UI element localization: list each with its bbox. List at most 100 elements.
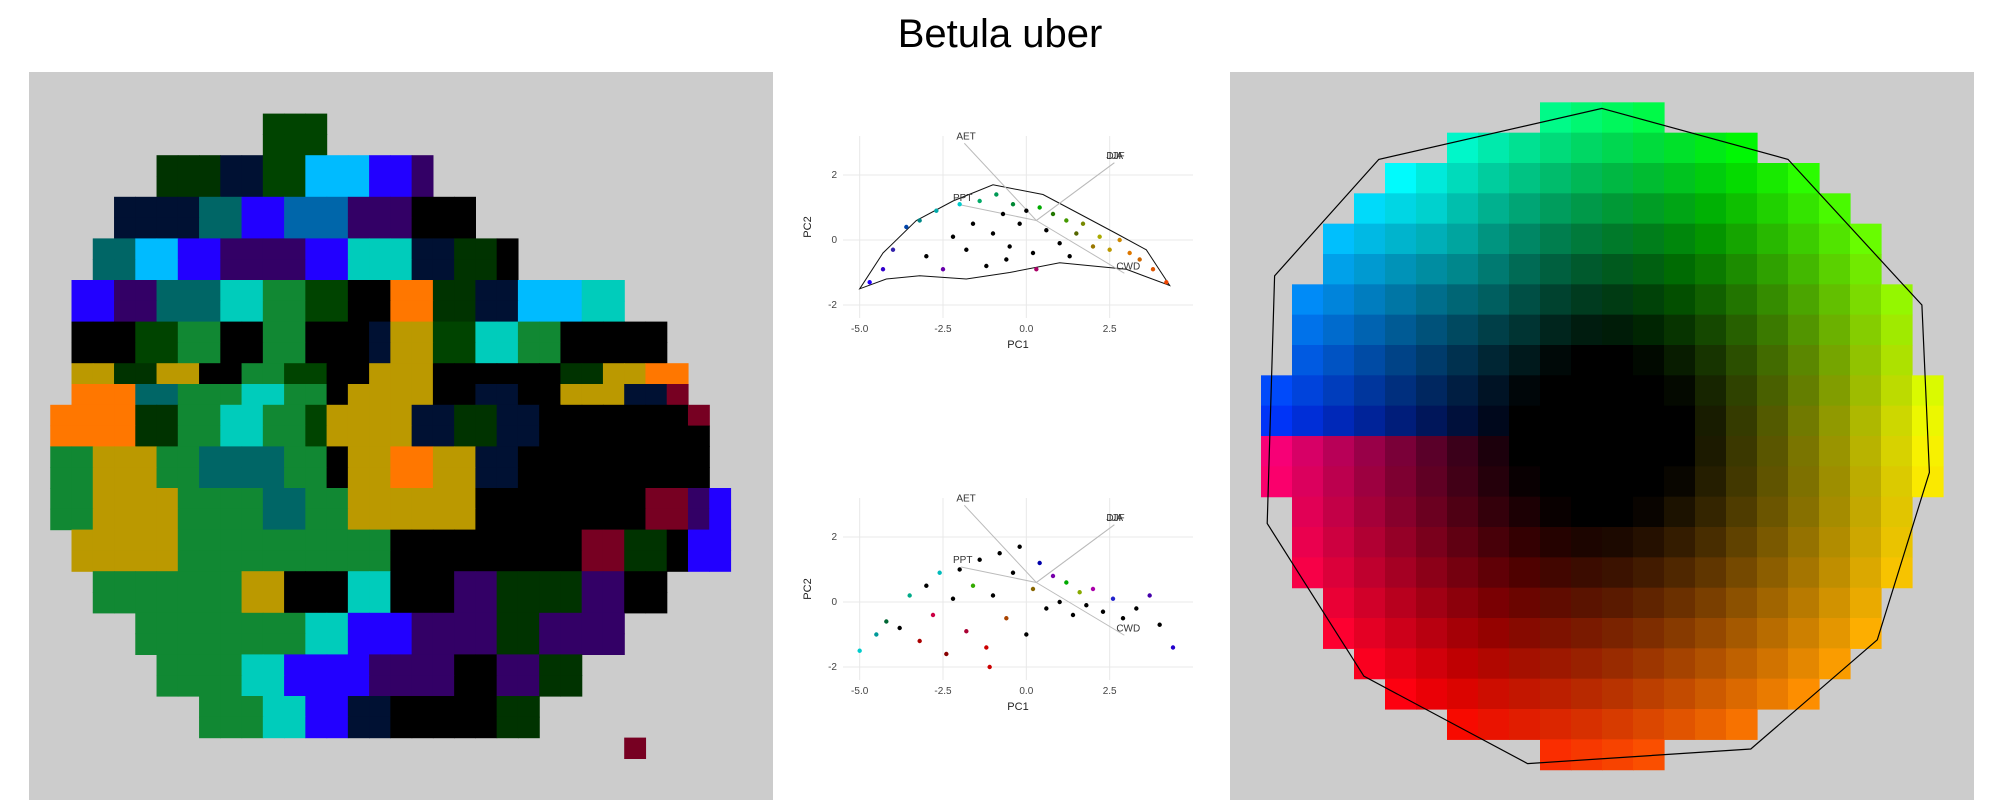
map-cell [454,550,476,572]
key-cell [1478,648,1510,680]
key-cell [1819,314,1851,346]
map-cell [581,300,604,323]
map-cell [624,508,647,531]
map-cell [687,550,710,572]
map-cell [347,633,370,655]
map-cell [156,425,179,447]
map-cell [284,467,306,489]
map-cell [411,217,434,239]
map-cell [177,363,200,385]
variable-label: JJA [1106,151,1123,162]
data-point [1037,560,1042,566]
data-point [1044,606,1049,611]
key-cell [1571,436,1603,467]
map-cell [369,467,391,489]
map-cell [454,280,476,302]
map-cell [369,404,391,427]
map-cell [326,696,349,718]
key-cell [1633,466,1665,498]
map-cell [347,425,370,447]
key-cell [1354,375,1386,407]
map-cell [284,612,306,635]
key-cell [1292,466,1324,498]
map-cell [177,571,200,593]
map-cell [305,425,328,447]
key-cell [1416,587,1448,619]
map-cell [220,488,243,510]
map-cell [241,529,264,551]
map-cell [517,300,540,323]
key-cell [1509,709,1541,740]
map-cell [411,529,434,551]
data-point [970,583,976,588]
y-axis-label: PC2 [802,216,814,237]
map-cell [581,342,604,364]
key-cell [1788,375,1820,407]
geographic-color-map-svg [50,113,732,759]
map-cell [581,508,604,531]
key-cell [1416,496,1448,528]
map-cell [369,300,391,323]
key-cell [1509,163,1541,194]
key-cell [1447,223,1479,255]
map-cell [496,467,519,489]
map-cell [454,259,476,281]
map-cell [475,696,498,718]
key-cell [1292,314,1324,346]
map-cell [390,404,413,427]
key-cell [1540,132,1572,164]
map-cell [390,467,413,489]
data-point [1024,208,1029,213]
map-cell [326,404,349,427]
map-cell [262,196,285,219]
map-cell [262,612,285,635]
map-cell [262,488,285,510]
map-cell [114,529,136,551]
map-cell [71,508,94,531]
key-cell [1881,375,1913,407]
map-cell [220,259,243,281]
map-cell [411,342,434,364]
key-cell [1385,678,1417,710]
map-cell [369,508,391,531]
key-cell [1757,405,1789,437]
map-cell [135,571,158,593]
map-cell [390,196,413,219]
map-cell [369,612,391,635]
map-cell [241,550,264,572]
map-cell [517,571,540,593]
map-cell [114,384,136,406]
map-cell [517,716,540,739]
key-cell [1850,436,1882,467]
map-cell [156,280,179,302]
map-cell [496,363,519,385]
key-cell [1881,345,1913,376]
key-cell [1478,284,1510,316]
map-cell [305,467,328,489]
map-cell [241,384,264,406]
map-cell [220,550,243,572]
map-cell [220,321,243,343]
map-cell [156,571,179,593]
map-cell [305,696,328,718]
map-cell [241,259,264,281]
key-cell [1788,618,1820,649]
key-cell [1881,496,1913,528]
x-tick-label: -2.5 [934,324,952,335]
map-cell [411,404,434,427]
map-cell [220,176,243,198]
key-cell [1323,254,1355,285]
map-cell [411,446,434,468]
map-cell [411,259,434,281]
map-cell [71,384,94,406]
map-cell [71,300,94,323]
key-cell [1695,163,1727,194]
key-cell [1633,193,1665,225]
map-cell [326,217,349,239]
map-cell [92,467,115,489]
map-cell [475,467,498,489]
map-cell [475,425,498,447]
key-cell [1757,375,1789,407]
map-cell [220,363,243,385]
data-point [957,202,962,207]
